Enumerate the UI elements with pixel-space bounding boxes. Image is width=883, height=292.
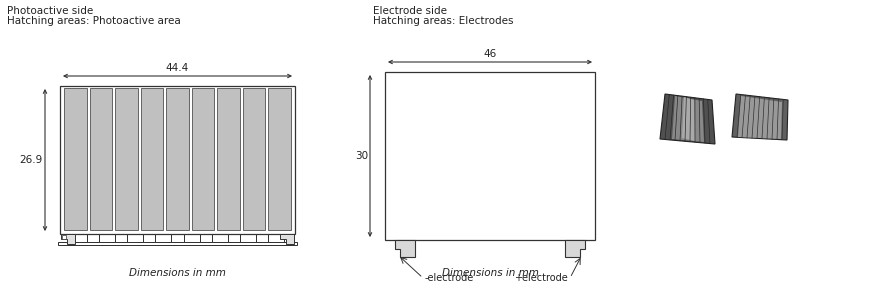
Text: 30: 30 [355,151,368,161]
Bar [115,88,138,230]
Bar [71,234,87,242]
Bar [184,234,200,242]
Bar [217,88,240,230]
Bar [62,235,66,239]
Polygon shape [672,96,704,142]
Bar [212,234,228,242]
Polygon shape [61,234,75,244]
Bar [240,234,256,242]
Text: Hatching areas: Photoactive area: Hatching areas: Photoactive area [7,16,181,26]
Polygon shape [682,97,695,141]
Bar [58,242,297,245]
Text: Dimensions in mm: Dimensions in mm [442,268,539,278]
Bar [243,88,266,230]
Text: Photoactive side: Photoactive side [7,6,94,16]
Bar [155,234,171,242]
Bar [166,88,189,230]
Bar [60,86,295,234]
Text: 44.4: 44.4 [166,63,189,73]
Polygon shape [738,96,782,139]
Polygon shape [660,94,715,144]
Bar [268,234,284,242]
Text: Hatching areas: Electrodes: Hatching areas: Electrodes [373,16,514,26]
Polygon shape [280,234,294,244]
Bar [140,88,163,230]
Text: Electrode side: Electrode side [373,6,447,16]
Bar [127,234,143,242]
Bar [99,234,115,242]
Polygon shape [395,240,415,257]
Polygon shape [565,240,585,257]
Bar [192,88,215,230]
Polygon shape [732,94,788,140]
Text: Dimensions in mm: Dimensions in mm [129,268,226,278]
Text: -electrode: -electrode [425,273,474,283]
Bar [385,72,595,240]
Text: +electrode: +electrode [514,273,568,283]
Bar [89,88,112,230]
Text: 26.9: 26.9 [19,155,43,165]
Bar [268,88,291,230]
Text: 46: 46 [483,49,496,59]
Bar [64,88,87,230]
